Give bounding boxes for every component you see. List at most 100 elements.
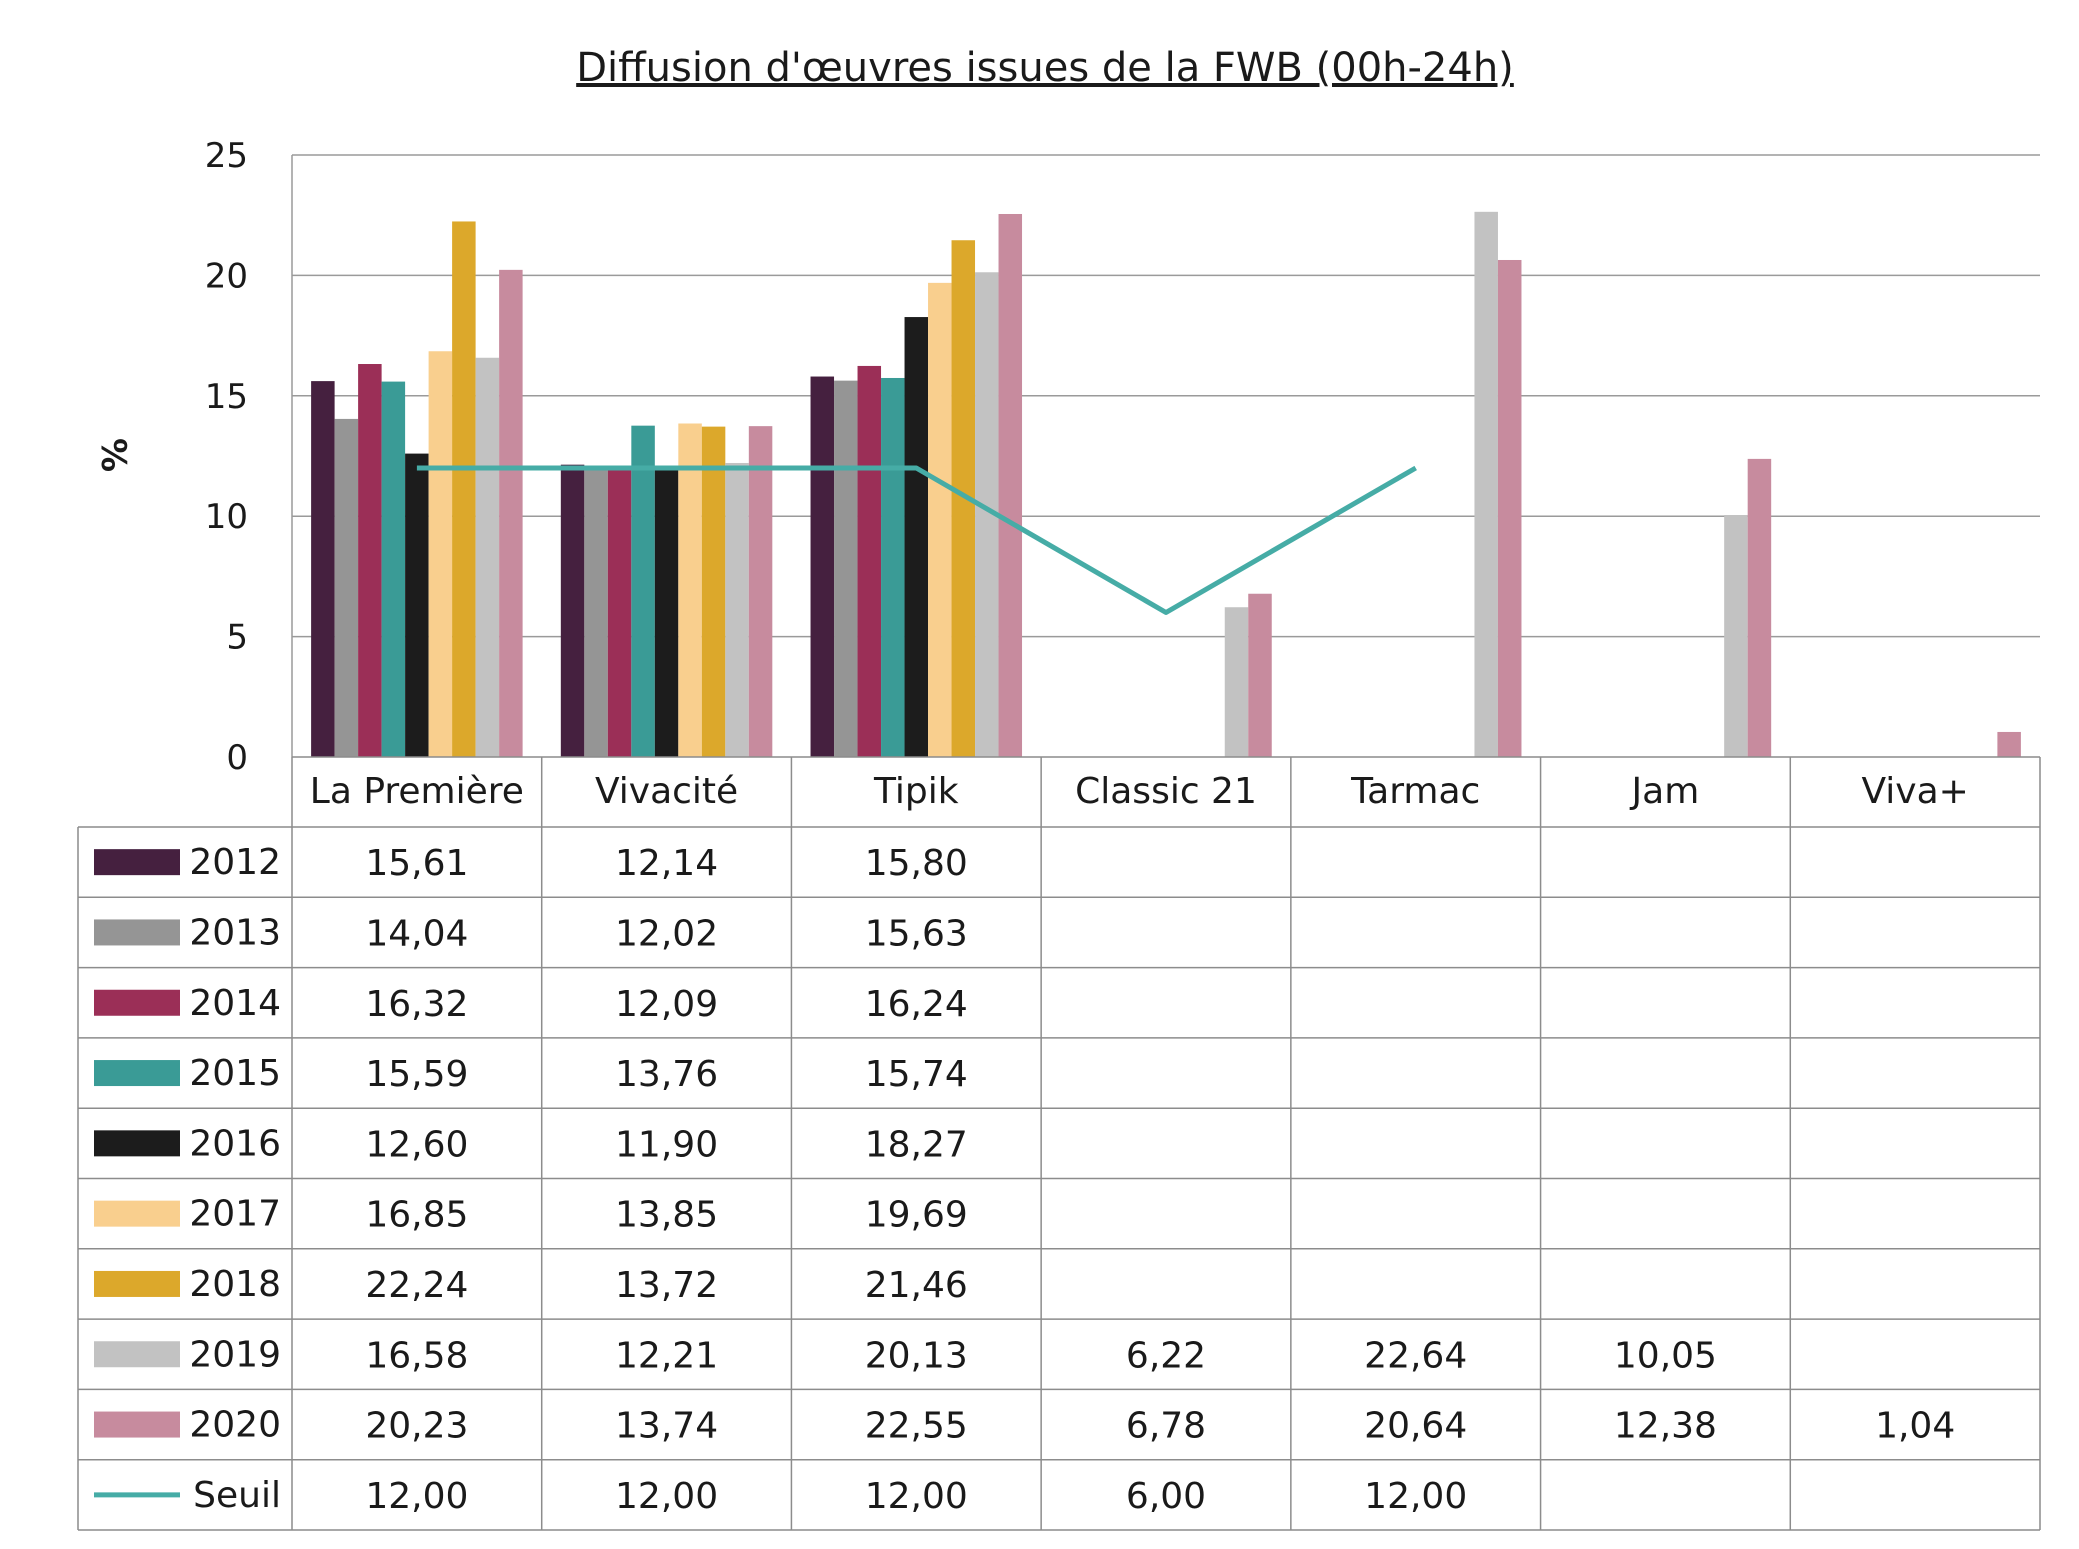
- bar-2019-1: [725, 462, 749, 757]
- data-label-2013-0: 14,04: [365, 913, 468, 954]
- bar-2014-0: [358, 364, 382, 757]
- data-label-2017-0: 16,85: [365, 1195, 468, 1236]
- data-label-2012-0: 15,61: [365, 843, 468, 884]
- category-label-2: Tipik: [873, 771, 959, 812]
- legend-key-2013: [94, 919, 180, 946]
- chart-title: Diffusion d'œuvres issues de la FWB (00h…: [576, 45, 1514, 91]
- data-label-2019-0: 16,58: [365, 1335, 468, 1376]
- y-tick-25: 25: [205, 136, 248, 176]
- bar-2019-4: [1474, 211, 1498, 757]
- bar-2017-1: [678, 423, 702, 757]
- data-label-2020-2: 22,55: [865, 1406, 968, 1447]
- bar-2012-1: [560, 464, 585, 757]
- legend-label-2017: 2017: [189, 1194, 281, 1235]
- y-tick-0: 0: [226, 738, 248, 778]
- category-label-4: Tarmac: [1350, 771, 1480, 812]
- data-label-2020-3: 6,78: [1126, 1406, 1206, 1447]
- data-label-2014-1: 12,09: [615, 984, 718, 1025]
- data-label-2020-5: 12,38: [1614, 1406, 1717, 1447]
- data-label-2020-6: 1,04: [1875, 1406, 1955, 1447]
- data-label-2016-1: 11,90: [615, 1124, 718, 1165]
- data-label-2012-1: 12,14: [615, 843, 718, 884]
- legend-key-2018: [94, 1270, 180, 1297]
- legend-key-2016: [94, 1130, 180, 1157]
- data-label-2014-2: 16,24: [865, 984, 968, 1025]
- data-label-2016-0: 12,60: [365, 1124, 468, 1165]
- bar-2015-0: [381, 381, 406, 757]
- data-label-Seuil-4: 12,00: [1364, 1476, 1467, 1517]
- legend-label-2012: 2012: [189, 842, 281, 883]
- data-label-2017-2: 19,69: [865, 1195, 968, 1236]
- y-tick-15: 15: [205, 377, 248, 417]
- legend-key-2014: [94, 989, 180, 1016]
- data-label-2015-2: 15,74: [865, 1054, 968, 1095]
- bar-2012-0: [311, 381, 335, 757]
- legend-label-2014: 2014: [189, 983, 281, 1024]
- legend-label-2016: 2016: [189, 1123, 281, 1164]
- bar-2020-6: [1997, 731, 2021, 757]
- data-label-2014-0: 16,32: [365, 984, 468, 1025]
- bar-2020-3: [1248, 593, 1272, 757]
- category-label-6: Viva+: [1861, 771, 1968, 812]
- data-label-2019-1: 12,21: [615, 1335, 718, 1376]
- gridlines: [291, 154, 2040, 757]
- bar-2014-2: [857, 365, 882, 757]
- data-table: La Première Vivacité Tipik Classic 21 Tarmac…: [77, 756, 2041, 1531]
- legend-label-Seuil: Seuil: [193, 1475, 281, 1516]
- bar-2015-2: [881, 377, 905, 757]
- category-label-3: Classic 21: [1075, 771, 1257, 812]
- y-tick-20: 20: [205, 256, 248, 296]
- bar-2014-1: [607, 465, 632, 757]
- legend-key-2020: [94, 1411, 180, 1438]
- data-label-Seuil-1: 12,00: [615, 1476, 718, 1517]
- bar-2017-2: [928, 282, 952, 757]
- category-label-0: La Première: [310, 771, 524, 812]
- legend-label-2013: 2013: [189, 912, 281, 953]
- y-tick-10: 10: [205, 497, 248, 537]
- bar-2019-2: [975, 272, 999, 757]
- legend-key-2019: [94, 1341, 180, 1368]
- data-label-2019-5: 10,05: [1614, 1335, 1717, 1376]
- y-tick-5: 5: [226, 618, 248, 658]
- data-label-Seuil-0: 12,00: [365, 1476, 468, 1517]
- bar-2020-4: [1497, 259, 1522, 757]
- bar-2016-1: [654, 470, 679, 757]
- threshold-line: [416, 465, 1417, 615]
- data-label-2019-2: 20,13: [865, 1335, 968, 1376]
- data-label-2012-2: 15,80: [865, 843, 968, 884]
- bar-2019-3: [1224, 607, 1249, 757]
- bar-2016-0: [405, 453, 429, 757]
- data-label-2018-2: 21,46: [865, 1265, 968, 1306]
- bar-2017-0: [428, 351, 453, 757]
- bar-2013-2: [834, 380, 858, 757]
- bar-2018-1: [701, 426, 726, 757]
- data-label-2020-0: 20,23: [365, 1406, 468, 1447]
- category-label-5: Jam: [1630, 771, 1700, 812]
- data-label-2017-1: 13,85: [615, 1195, 718, 1236]
- bar-2016-2: [904, 317, 929, 757]
- bar-2013-0: [334, 418, 359, 757]
- line-Seuil: [416, 465, 1417, 615]
- bar-2020-0: [499, 269, 523, 757]
- data-label-2015-1: 13,76: [615, 1054, 718, 1095]
- legend-label-2018: 2018: [189, 1264, 281, 1305]
- legend-label-2015: 2015: [189, 1053, 281, 1094]
- bar-2018-2: [951, 240, 976, 758]
- bar-2019-5: [1724, 514, 1748, 757]
- data-label-2016-2: 18,27: [865, 1124, 968, 1165]
- data-label-2018-1: 13,72: [615, 1265, 718, 1306]
- bar-2020-1: [748, 426, 773, 757]
- data-label-2013-1: 12,02: [615, 913, 718, 954]
- bar-2018-0: [452, 221, 476, 757]
- legend-key-2012: [94, 849, 180, 876]
- legend-key-2017: [94, 1200, 180, 1227]
- data-label-2013-2: 15,63: [865, 913, 968, 954]
- y-axis-ticks: 0 5 10 15 20 25: [205, 136, 248, 778]
- data-label-Seuil-3: 6,00: [1126, 1476, 1206, 1517]
- bar-2012-2: [810, 376, 835, 757]
- category-label-1: Vivacité: [595, 771, 738, 812]
- bar-2020-5: [1747, 458, 1772, 757]
- data-label-2020-4: 20,64: [1364, 1406, 1467, 1447]
- data-label-2015-0: 15,59: [365, 1054, 468, 1095]
